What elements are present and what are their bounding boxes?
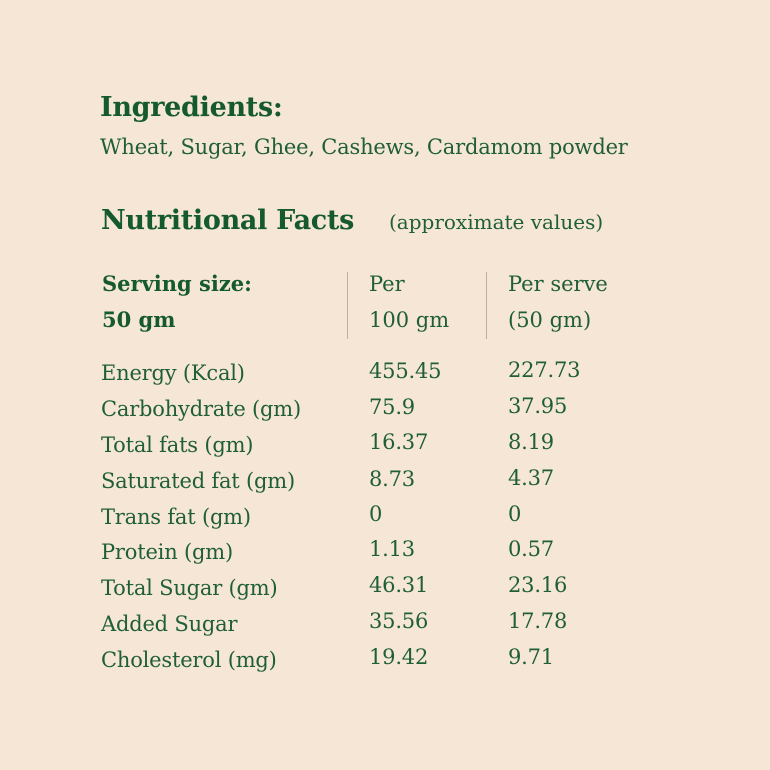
nutrition-row: Total fats (gm) 16.37 8.19 [0,430,770,469]
nutrient-label: Protein (gm) [101,540,233,564]
nutrient-label: Total Sugar (gm) [101,576,278,600]
nutrition-row: Trans fat (gm) 0 0 [0,502,770,541]
nutrient-per-100: 455.45 [369,359,442,383]
nutrient-label: Added Sugar [101,612,238,636]
nutrient-per-serve: 9.71 [508,645,554,669]
ingredients-list: Wheat, Sugar, Ghee, Cashews, Cardamom po… [100,135,628,159]
nutrition-row: Energy (Kcal) 455.45 227.73 [0,358,770,397]
column-divider [347,272,348,339]
column-header-per-serve-line1: Per serve [508,272,608,296]
nutrient-per-100: 75.9 [369,395,415,419]
nutrient-per-100: 1.13 [369,537,415,561]
serving-size-value: 50 gm [102,307,176,332]
nutrient-per-serve: 4.37 [508,466,554,490]
nutrient-per-100: 8.73 [369,467,415,491]
column-header-per-serve: Per serve (50 gm) [508,266,608,338]
nutrient-label: Carbohydrate (gm) [101,397,301,421]
nutrition-row: Saturated fat (gm) 8.73 4.37 [0,466,770,505]
column-header-per-100: Per 100 gm [369,266,449,338]
nutrition-heading: Nutritional Facts [101,205,354,236]
nutrient-per-serve: 17.78 [508,609,568,633]
nutrient-per-100: 16.37 [369,430,429,454]
nutrition-row: Cholesterol (mg) 19.42 9.71 [0,645,770,684]
nutrition-note: (approximate values) [389,210,604,234]
nutrient-per-serve: 0.57 [508,537,554,561]
nutrient-per-serve: 227.73 [508,358,581,382]
column-header-per-100-line2: 100 gm [369,308,450,332]
ingredients-heading: Ingredients: [100,92,283,123]
nutrient-label: Total fats (gm) [101,433,254,457]
nutrient-per-serve: 0 [508,502,522,526]
nutrient-per-100: 46.31 [369,573,429,597]
nutrition-row: Added Sugar 35.56 17.78 [0,609,770,648]
serving-size-label: Serving size: [102,271,252,296]
nutrition-row: Carbohydrate (gm) 75.9 37.95 [0,394,770,433]
column-divider [486,272,487,339]
nutrition-row: Protein (gm) 1.13 0.57 [0,537,770,576]
nutrient-per-serve: 23.16 [508,573,568,597]
nutrition-row: Total Sugar (gm) 46.31 23.16 [0,573,770,612]
nutrient-per-serve: 37.95 [508,394,568,418]
serving-size: Serving size: 50 gm [102,266,252,338]
nutrient-per-100: 0 [369,502,383,526]
nutrient-label: Energy (Kcal) [101,361,245,385]
column-header-per-serve-line2: (50 gm) [508,308,592,332]
nutrient-label: Cholesterol (mg) [101,648,277,672]
column-header-per-100-line1: Per [369,272,405,296]
nutrient-per-serve: 8.19 [508,430,554,454]
nutrient-per-100: 19.42 [369,645,429,669]
nutrient-label: Saturated fat (gm) [101,469,295,493]
nutrient-label: Trans fat (gm) [101,505,251,529]
nutrient-per-100: 35.56 [369,609,429,633]
